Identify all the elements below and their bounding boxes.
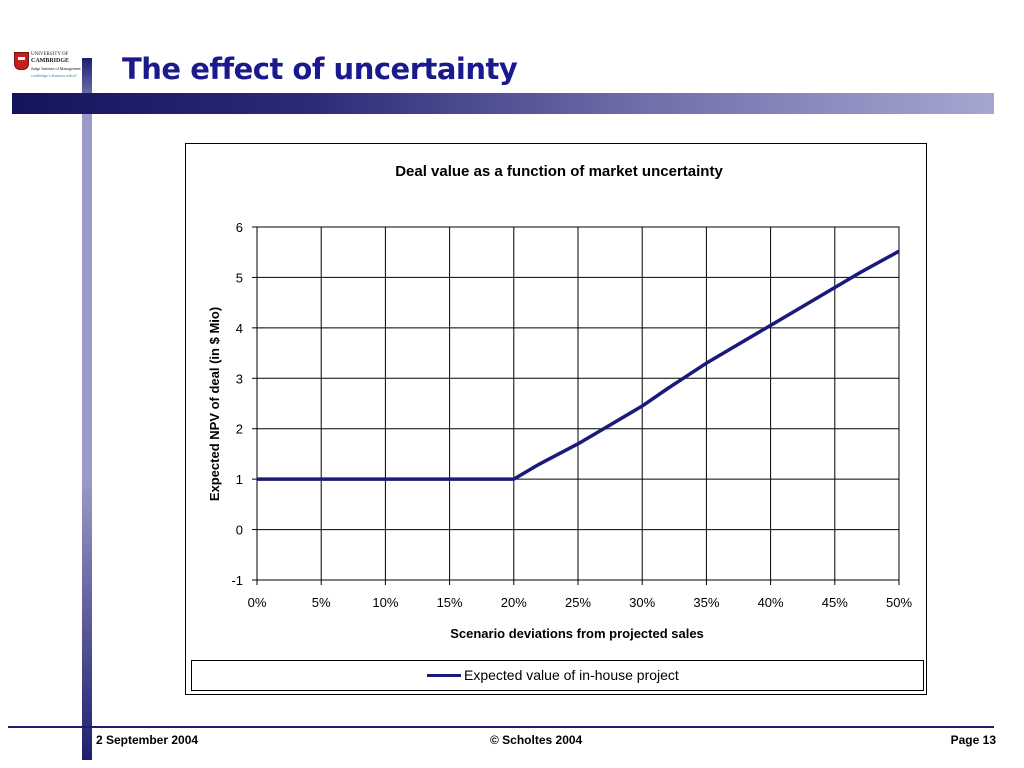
- chart-title: Deal value as a function of market uncer…: [395, 163, 723, 180]
- x-tick-label: 0%: [248, 595, 267, 610]
- footer-date: 2 September 2004: [96, 733, 199, 747]
- x-tick-label: 30%: [629, 595, 655, 610]
- legend-label: Expected value of in-house project: [464, 667, 679, 683]
- x-tick-label: 5%: [312, 595, 331, 610]
- y-tick-label: 2: [236, 422, 243, 437]
- footer-page-number: Page 13: [950, 733, 996, 747]
- x-tick-label: 25%: [565, 595, 591, 610]
- x-tick-label: 45%: [822, 595, 848, 610]
- university-logo: UNIVERSITY OF CAMBRIDGE Judge Institute …: [14, 50, 81, 86]
- chart-frame: Deal value as a function of market uncer…: [185, 143, 927, 695]
- y-axis-label: Expected NPV of deal (in $ Mio): [207, 307, 222, 501]
- x-tick-label: 50%: [886, 595, 912, 610]
- y-tick-label: 0: [236, 523, 243, 538]
- x-tick-label: 40%: [758, 595, 784, 610]
- footer-copyright: © Scholtes 2004: [490, 733, 583, 747]
- x-tick-label: 10%: [372, 595, 398, 610]
- header-band: [12, 93, 994, 114]
- series-line: [257, 249, 900, 481]
- logo-line-4: cambridge's business school: [31, 73, 77, 78]
- y-tick-label: 1: [236, 472, 243, 487]
- crest-icon: [14, 52, 29, 70]
- y-tick-label: 5: [236, 270, 243, 285]
- y-tick-label: 6: [236, 220, 243, 235]
- y-tick-label: 4: [236, 321, 243, 336]
- legend: Expected value of in-house project: [191, 660, 924, 691]
- x-axis-label: Scenario deviations from projected sales: [450, 626, 704, 641]
- y-tick-label: -1: [231, 573, 243, 588]
- x-tick-label: 20%: [501, 595, 527, 610]
- logo-line-2: CAMBRIDGE: [31, 58, 70, 64]
- footer-line: [8, 726, 994, 728]
- legend-swatch: [427, 674, 461, 677]
- x-tick-label: 15%: [437, 595, 463, 610]
- logo-line-1: UNIVERSITY OF: [31, 52, 69, 57]
- logo-line-3: Judge Institute of Management: [31, 66, 81, 71]
- left-accent-bar: [82, 58, 92, 760]
- x-tick-label: 35%: [693, 595, 719, 610]
- y-tick-label: 3: [236, 371, 243, 386]
- chart-svg: Deal value as a function of market uncer…: [207, 163, 912, 641]
- slide-title: The effect of uncertainty: [122, 52, 518, 86]
